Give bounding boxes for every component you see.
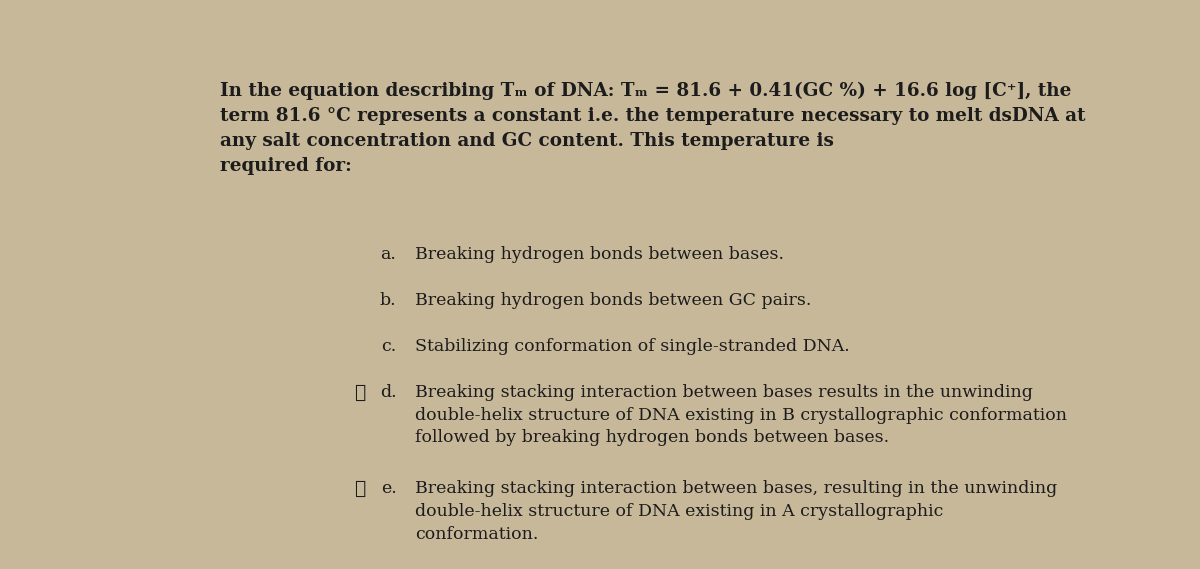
- Text: c.: c.: [382, 338, 396, 354]
- Text: d.: d.: [380, 384, 396, 401]
- Text: Breaking hydrogen bonds between GC pairs.: Breaking hydrogen bonds between GC pairs…: [415, 292, 811, 309]
- Text: b.: b.: [380, 292, 396, 309]
- Text: e.: e.: [380, 480, 396, 497]
- Text: In the equation describing Tₘ of DNA: Tₘ = 81.6 + 0.41(GC %) + 16.6 log [C⁺], th: In the equation describing Tₘ of DNA: Tₘ…: [220, 81, 1085, 175]
- Text: ✓: ✓: [354, 480, 365, 498]
- Text: Breaking stacking interaction between bases, resulting in the unwinding
double-h: Breaking stacking interaction between ba…: [415, 480, 1057, 543]
- Text: ✓: ✓: [354, 384, 365, 402]
- Text: a.: a.: [380, 246, 396, 263]
- Text: Breaking stacking interaction between bases results in the unwinding
double-heli: Breaking stacking interaction between ba…: [415, 384, 1067, 447]
- Text: Stabilizing conformation of single-stranded DNA.: Stabilizing conformation of single-stran…: [415, 338, 850, 354]
- Text: Breaking hydrogen bonds between bases.: Breaking hydrogen bonds between bases.: [415, 246, 784, 263]
